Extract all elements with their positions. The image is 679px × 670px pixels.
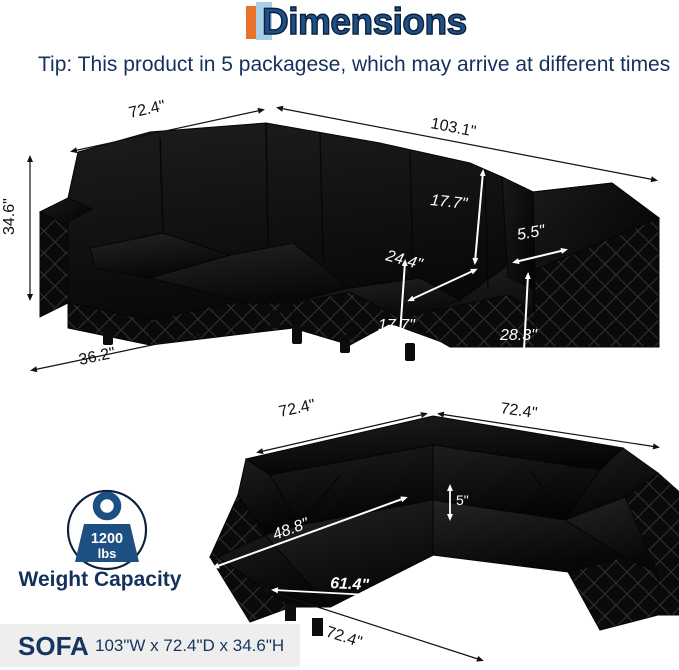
svg-text:72.4": 72.4": [324, 624, 364, 652]
svg-text:61.4": 61.4": [330, 575, 370, 594]
svg-text:5": 5": [456, 492, 469, 508]
svg-text:72.4": 72.4": [499, 400, 538, 422]
svg-text:72.4": 72.4": [277, 397, 317, 421]
